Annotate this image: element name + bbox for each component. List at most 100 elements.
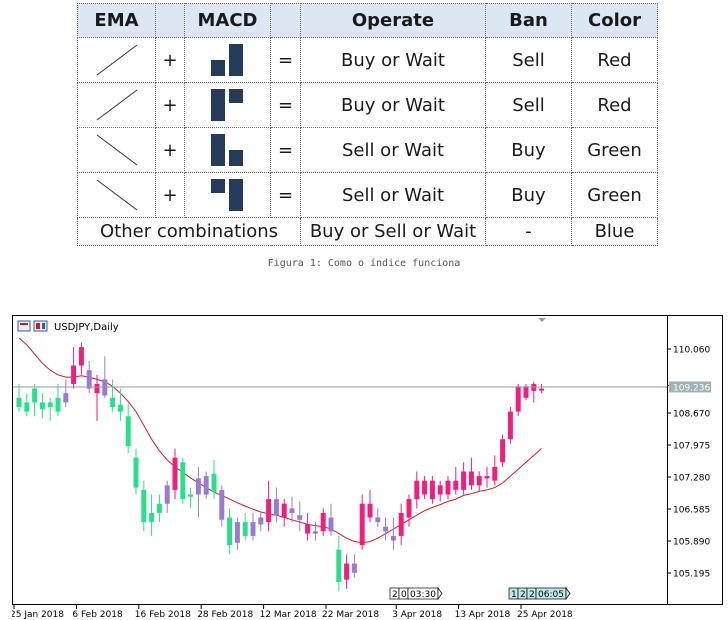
ema-cell xyxy=(77,172,156,218)
table-header-row: EMA MACD Operate Ban Color xyxy=(77,3,658,38)
candle-body xyxy=(461,471,467,490)
candle xyxy=(195,466,201,518)
candle xyxy=(242,512,248,541)
candle xyxy=(47,397,53,421)
x-tick-label: 3 Apr 2018 xyxy=(392,610,442,620)
candle-body xyxy=(133,457,139,488)
candle-body xyxy=(297,515,303,520)
candle xyxy=(258,512,264,532)
candle xyxy=(344,554,350,589)
candle xyxy=(273,487,279,523)
header-macd: MACD xyxy=(184,3,271,38)
candle-body xyxy=(86,370,92,389)
candle xyxy=(531,381,537,403)
candle-body xyxy=(445,480,451,495)
candle xyxy=(117,388,123,421)
candle xyxy=(125,402,131,454)
ema-down-icon xyxy=(96,134,137,166)
equals-sign: = xyxy=(270,37,301,83)
candle xyxy=(71,347,77,389)
x-tick-label: 22 Mar 2018 xyxy=(322,610,379,620)
candle-body xyxy=(266,499,272,523)
operate-cell: Buy or Sell or Wait xyxy=(300,217,486,246)
x-axis: 25 Jan 2018 6 Feb 2018 16 Feb 2018 28 Feb 2… xyxy=(12,605,573,620)
candle-body xyxy=(94,383,100,394)
chart-shift-marker-icon[interactable] xyxy=(538,318,546,322)
candle xyxy=(110,379,116,412)
candle xyxy=(539,383,545,394)
candle xyxy=(515,383,521,417)
candle-body xyxy=(156,503,162,513)
plus-sign: + xyxy=(155,127,185,173)
candle-body xyxy=(273,499,279,516)
counter-2-digit-b: 2 xyxy=(520,590,526,600)
chart-frame xyxy=(12,315,723,605)
x-tick-label: 16 Feb 2018 xyxy=(135,610,191,620)
operate-cell: Buy or Wait xyxy=(300,82,486,128)
candles xyxy=(16,342,545,592)
candle xyxy=(203,471,209,500)
candle-body xyxy=(188,494,194,497)
macd-cell xyxy=(184,82,271,128)
x-tick-label: 12 Mar 2018 xyxy=(260,610,317,620)
candle xyxy=(453,466,459,495)
macd-cell xyxy=(184,127,271,173)
candle-body xyxy=(359,503,365,546)
candle-body xyxy=(406,499,412,518)
candle-body xyxy=(164,485,170,504)
ema-up-icon xyxy=(96,89,137,121)
candle xyxy=(86,360,92,394)
ban-cell: Buy xyxy=(485,127,572,173)
candle-body xyxy=(242,522,248,536)
x-tick-label: 25 Jan 2018 xyxy=(12,610,64,620)
y-tick-label: 107.975 xyxy=(673,442,710,452)
candle-body xyxy=(219,489,225,520)
candle xyxy=(383,517,389,541)
candle-body xyxy=(258,517,264,525)
candle-body xyxy=(414,480,420,500)
candle-body xyxy=(476,476,482,486)
color-cell: Red xyxy=(571,82,658,128)
candle-body xyxy=(203,476,209,495)
candle xyxy=(429,476,435,504)
ema-cell xyxy=(77,82,156,128)
candle xyxy=(227,508,233,555)
header-color: Color xyxy=(571,3,658,38)
price-chart[interactable]: USDJPY,Daily 110.060109.265108.670107.97… xyxy=(12,315,723,620)
candle-body xyxy=(227,517,233,546)
chart-properties-icon[interactable] xyxy=(33,320,48,332)
figure-caption: Figura 1: Como o índice funciona xyxy=(267,258,461,269)
candle-body xyxy=(531,383,537,391)
candle-body xyxy=(250,522,256,536)
counter-2: 1 2 2 06:05 xyxy=(508,586,571,601)
ban-cell: - xyxy=(485,217,572,246)
macd-cell xyxy=(184,172,271,218)
candle-body xyxy=(234,522,240,543)
chart-properties-icon-bar xyxy=(36,323,40,329)
candle-body xyxy=(63,393,69,403)
chart-window-icon[interactable] xyxy=(17,320,31,332)
candle xyxy=(164,480,170,513)
candle xyxy=(492,455,498,486)
chart-header: USDJPY,Daily xyxy=(17,320,119,333)
y-tick-label: 107.280 xyxy=(673,474,710,484)
table-row: + = Sell or Wait Buy Green xyxy=(77,127,658,173)
candle-body xyxy=(422,480,428,495)
chart-properties-icon-bar-2 xyxy=(42,323,45,329)
candle xyxy=(281,499,287,527)
candle xyxy=(94,374,100,421)
candle xyxy=(297,501,303,532)
candle xyxy=(312,522,318,541)
ema-down-icon xyxy=(96,179,137,211)
counter-2-digit-a: 1 xyxy=(511,590,517,600)
current-price-value: 109.236 xyxy=(673,383,710,393)
candle-body xyxy=(437,485,443,495)
candle-body xyxy=(539,388,545,391)
candle-body xyxy=(383,526,389,532)
equals-sign: = xyxy=(270,82,301,128)
candle xyxy=(211,459,217,500)
counter-1-arrow-icon xyxy=(437,586,443,601)
candle-body xyxy=(492,466,498,481)
candle-body xyxy=(398,512,404,536)
candle xyxy=(500,434,506,467)
